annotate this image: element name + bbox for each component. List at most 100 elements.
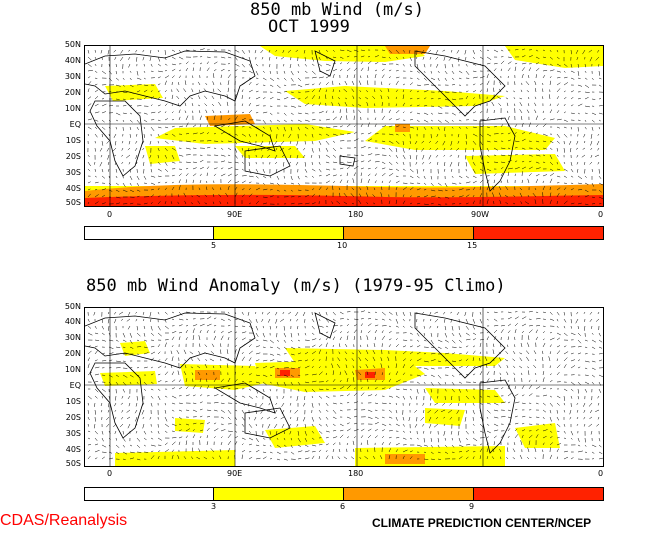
wind-vector — [519, 109, 523, 114]
wind-vector — [584, 388, 588, 393]
wind-vector — [87, 416, 90, 421]
wind-vector — [353, 166, 359, 170]
wind-vector — [296, 318, 299, 322]
wind-vector — [346, 74, 348, 79]
wind-vector — [185, 122, 189, 128]
wind-vector — [192, 328, 195, 334]
wind-vector — [535, 115, 538, 121]
wind-vector — [500, 325, 505, 327]
wind-vector — [479, 430, 484, 433]
wind-vector — [457, 133, 460, 138]
lat-label: 40N — [64, 56, 81, 65]
wind-vector — [185, 173, 189, 177]
wind-vector — [311, 126, 315, 130]
wind-vector — [345, 97, 348, 100]
wind-vector — [143, 84, 149, 86]
wind-vector — [472, 332, 477, 335]
wind-vector — [430, 374, 435, 377]
wind-vector — [129, 77, 132, 81]
wind-vector — [212, 88, 215, 93]
wind-vector — [325, 49, 329, 52]
wind-vector — [241, 63, 245, 68]
wind-vector — [444, 182, 448, 188]
wind-vector — [358, 104, 362, 107]
wind-vector — [395, 154, 398, 159]
wind-vector — [108, 332, 111, 337]
wind-vector — [430, 444, 433, 448]
wind-vector — [458, 119, 462, 122]
wind-vector — [465, 444, 471, 446]
wind-vector — [121, 154, 124, 157]
wind-vector — [170, 201, 173, 205]
wind-vector — [234, 186, 238, 191]
wind-vector — [570, 49, 572, 55]
wind-vector — [283, 77, 287, 81]
wind-vector — [563, 311, 565, 316]
wind-vector — [126, 416, 131, 420]
wind-vector — [409, 450, 413, 453]
wind-vector — [591, 381, 595, 385]
wind-vector — [87, 332, 93, 336]
wind-vector — [94, 147, 96, 152]
wind-vector — [381, 429, 385, 432]
wind-vector — [164, 181, 168, 184]
wind-vector — [190, 97, 194, 100]
wind-vector — [395, 409, 398, 414]
wind-vector — [472, 318, 476, 324]
wind-vector — [360, 49, 365, 51]
wind-vector — [346, 55, 350, 58]
wind-vector — [542, 123, 547, 128]
wind-vector — [556, 437, 560, 439]
wind-vector — [423, 105, 428, 107]
wind-vector — [549, 344, 552, 348]
wind-vector — [304, 430, 307, 436]
wind-vector — [549, 423, 552, 426]
wind-vector — [542, 49, 545, 51]
wind-vector — [422, 402, 425, 406]
wind-vector — [492, 185, 495, 191]
wind-vector — [205, 358, 208, 362]
wind-vector — [178, 116, 181, 121]
wind-vector — [325, 161, 330, 164]
wind-vector — [598, 437, 601, 442]
wind-vector — [108, 104, 114, 107]
wind-vector — [121, 409, 124, 413]
wind-vector — [94, 89, 99, 93]
wind-vector — [178, 441, 181, 446]
wind-vector — [311, 118, 316, 121]
wind-vector — [563, 82, 569, 86]
wind-vector — [115, 360, 121, 362]
wind-vector — [192, 384, 196, 390]
wind-vector — [449, 416, 453, 420]
wind-vector — [241, 95, 243, 100]
wind-vector — [101, 194, 106, 198]
wind-vector — [318, 96, 320, 100]
wind-vector — [164, 97, 167, 100]
wind-vector — [94, 416, 96, 422]
wind-vector — [325, 436, 329, 439]
wind-vector — [294, 409, 299, 414]
wind-vector — [199, 415, 203, 418]
wind-vector — [248, 350, 253, 355]
wind-vector — [234, 63, 240, 67]
wind-vector — [472, 76, 478, 79]
wind-vector — [492, 448, 495, 453]
wind-vector — [87, 395, 92, 400]
wind-vector — [437, 374, 442, 379]
wind-vector — [276, 98, 281, 101]
wind-vector — [113, 133, 117, 138]
wind-vector — [346, 436, 350, 439]
wind-vector — [521, 385, 525, 390]
wind-vector — [325, 423, 328, 427]
wind-vector — [556, 161, 558, 165]
wind-vector — [458, 339, 462, 343]
wind-vector — [486, 154, 490, 158]
wind-vector — [325, 147, 329, 152]
wind-vector — [535, 174, 540, 177]
wind-vector — [157, 49, 160, 53]
wind-vector — [234, 133, 238, 136]
wind-vector — [597, 402, 600, 406]
wind-vector — [577, 97, 581, 100]
colorbar-swatch — [344, 488, 474, 500]
wind-vector — [444, 325, 447, 331]
